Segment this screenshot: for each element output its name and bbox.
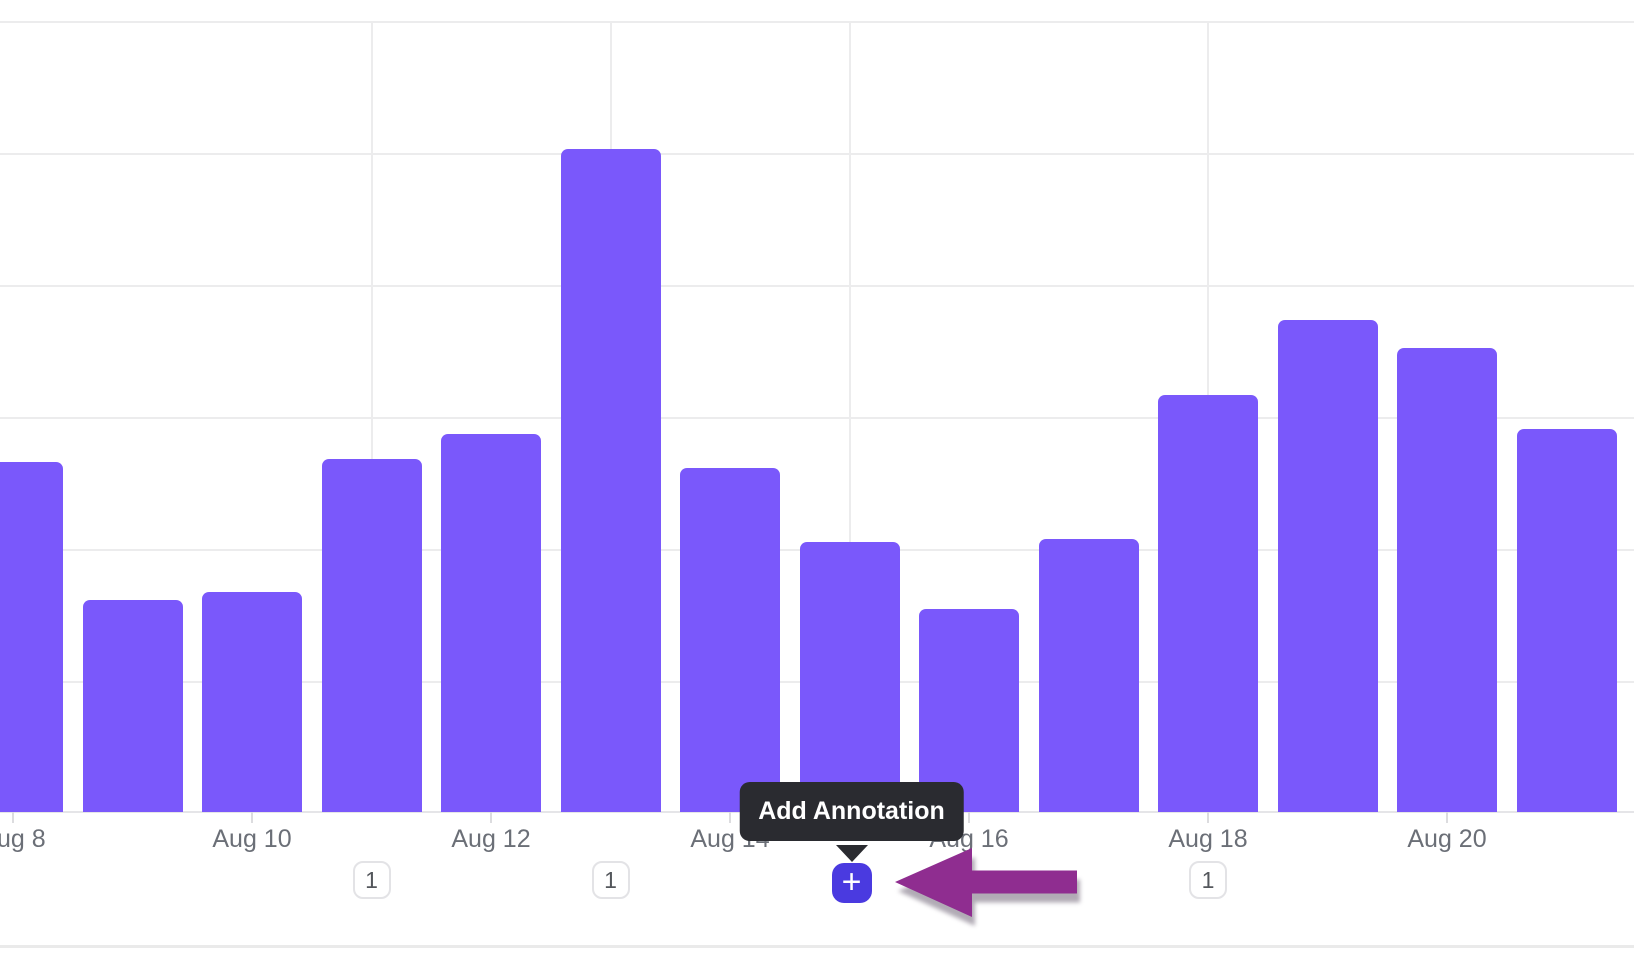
annotation-guide-line [370, 22, 373, 812]
bar-aug-17[interactable] [1038, 539, 1139, 812]
pointer-arrow [895, 848, 1077, 917]
gridline-horizontal [0, 285, 1634, 287]
annotation-badge[interactable]: 1 [591, 861, 630, 899]
x-axis-tick [251, 812, 253, 823]
x-axis-tick [1207, 812, 1209, 823]
annotation-guide-line [848, 22, 851, 812]
x-axis-label-aug-10: Aug 10 [212, 825, 292, 853]
bar-aug-13[interactable] [560, 149, 661, 812]
bar-aug-15[interactable] [799, 542, 900, 812]
bar-aug-11[interactable] [321, 459, 422, 812]
x-axis-tick [729, 812, 731, 823]
bar-aug-12[interactable] [441, 434, 541, 812]
tooltip-caret [835, 845, 868, 862]
gridline-horizontal [0, 21, 1634, 23]
bar-aug-20[interactable] [1397, 348, 1497, 812]
bar-aug-9[interactable] [82, 600, 183, 812]
gridline-horizontal [0, 417, 1634, 419]
x-axis-label-aug-8: Aug 8 [0, 825, 46, 853]
x-axis-label-aug-18: Aug 18 [1168, 825, 1248, 853]
x-axis-tick [1446, 812, 1448, 823]
gridline-horizontal [0, 153, 1634, 155]
x-axis-tick [490, 812, 492, 823]
annotation-badge[interactable]: 1 [352, 861, 391, 899]
bar-aug-21[interactable] [1516, 429, 1617, 812]
annotation-badge[interactable]: 1 [1189, 861, 1227, 899]
x-axis-tick [12, 812, 14, 823]
x-axis-tick [968, 812, 970, 823]
x-axis-label-aug-20: Aug 20 [1407, 825, 1487, 853]
add-annotation-button[interactable]: + [831, 863, 872, 903]
bar-aug-8[interactable] [0, 462, 63, 812]
bar-aug-16[interactable] [919, 609, 1019, 812]
bar-aug-10[interactable] [202, 592, 302, 812]
bar-aug-18[interactable] [1158, 395, 1258, 812]
add-annotation-tooltip: Add Annotation [739, 782, 964, 841]
bar-aug-19[interactable] [1277, 320, 1378, 812]
bottom-divider [0, 945, 1634, 948]
x-axis-label-aug-12: Aug 12 [451, 825, 531, 853]
bar-aug-14[interactable] [680, 468, 780, 812]
